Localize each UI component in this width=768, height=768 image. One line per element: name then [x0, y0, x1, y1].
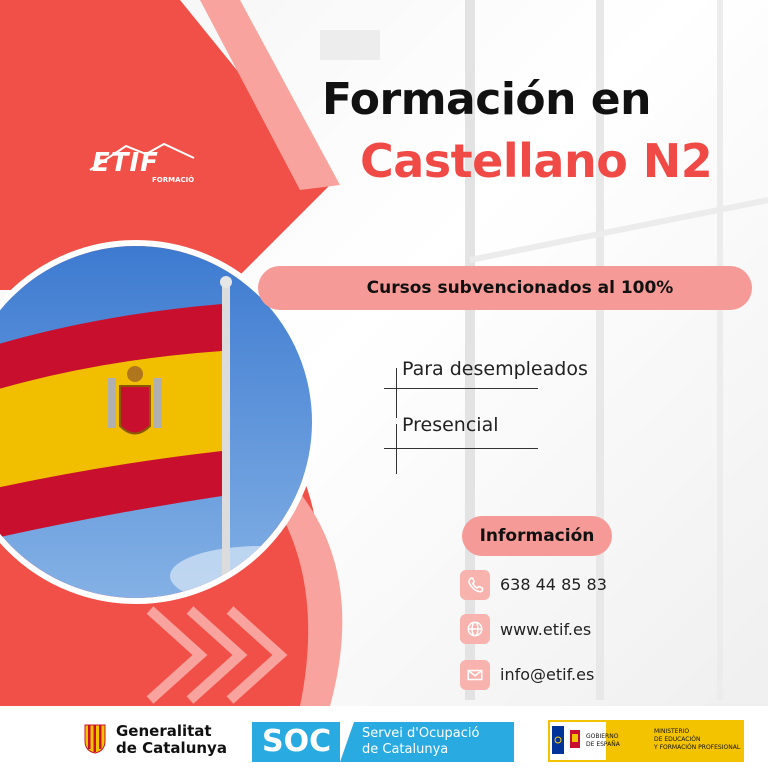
mail-icon: [460, 660, 490, 690]
email-link[interactable]: info@etif.es: [500, 665, 595, 684]
soc-abbr: SOC: [262, 724, 332, 759]
feature-unemployed: Para desempleados: [402, 358, 588, 380]
title-line-1: Formación en: [322, 74, 651, 125]
feature-divider: [384, 448, 538, 449]
ministerio-text-2: DE EDUCACIÓN: [654, 736, 701, 743]
etif-logo-text: ETIF: [92, 148, 159, 178]
feature-tick: [396, 368, 397, 418]
mountain-icon: [89, 142, 195, 171]
soc-name-line-2: de Catalunya: [362, 742, 449, 757]
generalitat-line-1: Generalitat: [116, 722, 212, 740]
etif-logo-sub: FORMACIÓ: [152, 176, 195, 184]
ministerio-text-3: Y FORMACIÓN PROFESIONAL: [654, 744, 741, 751]
feature-divider: [384, 388, 538, 389]
soc-name-line-1: Servei d'Ocupació: [362, 726, 480, 741]
gobierno-text-1: GOBIERNO: [586, 733, 619, 740]
generalitat-line-2: de Catalunya: [116, 739, 227, 757]
eu-flag-icon: [552, 726, 564, 754]
soc-divider: [340, 722, 354, 762]
info-label: Información: [462, 516, 612, 556]
globe-icon: [460, 614, 490, 644]
phone-icon: [460, 570, 490, 600]
ministerio-text-1: MINISTERIO: [654, 728, 690, 735]
spain-coat-of-arms-icon: [568, 726, 582, 754]
generalitat-emblem-icon: [84, 724, 106, 754]
gobierno-text-2: DE ESPAÑA: [586, 741, 620, 748]
feature-tick: [396, 424, 397, 474]
subsidy-banner: [258, 266, 752, 310]
website-link[interactable]: www.etif.es: [500, 620, 592, 639]
phone-number[interactable]: 638 44 85 83: [500, 575, 607, 594]
feature-in-person: Presencial: [402, 414, 499, 436]
title-line-2: Castellano N2: [360, 134, 713, 188]
subsidy-banner-text: Cursos subvencionados al 100%: [366, 278, 674, 298]
soc-logo: [252, 722, 514, 762]
